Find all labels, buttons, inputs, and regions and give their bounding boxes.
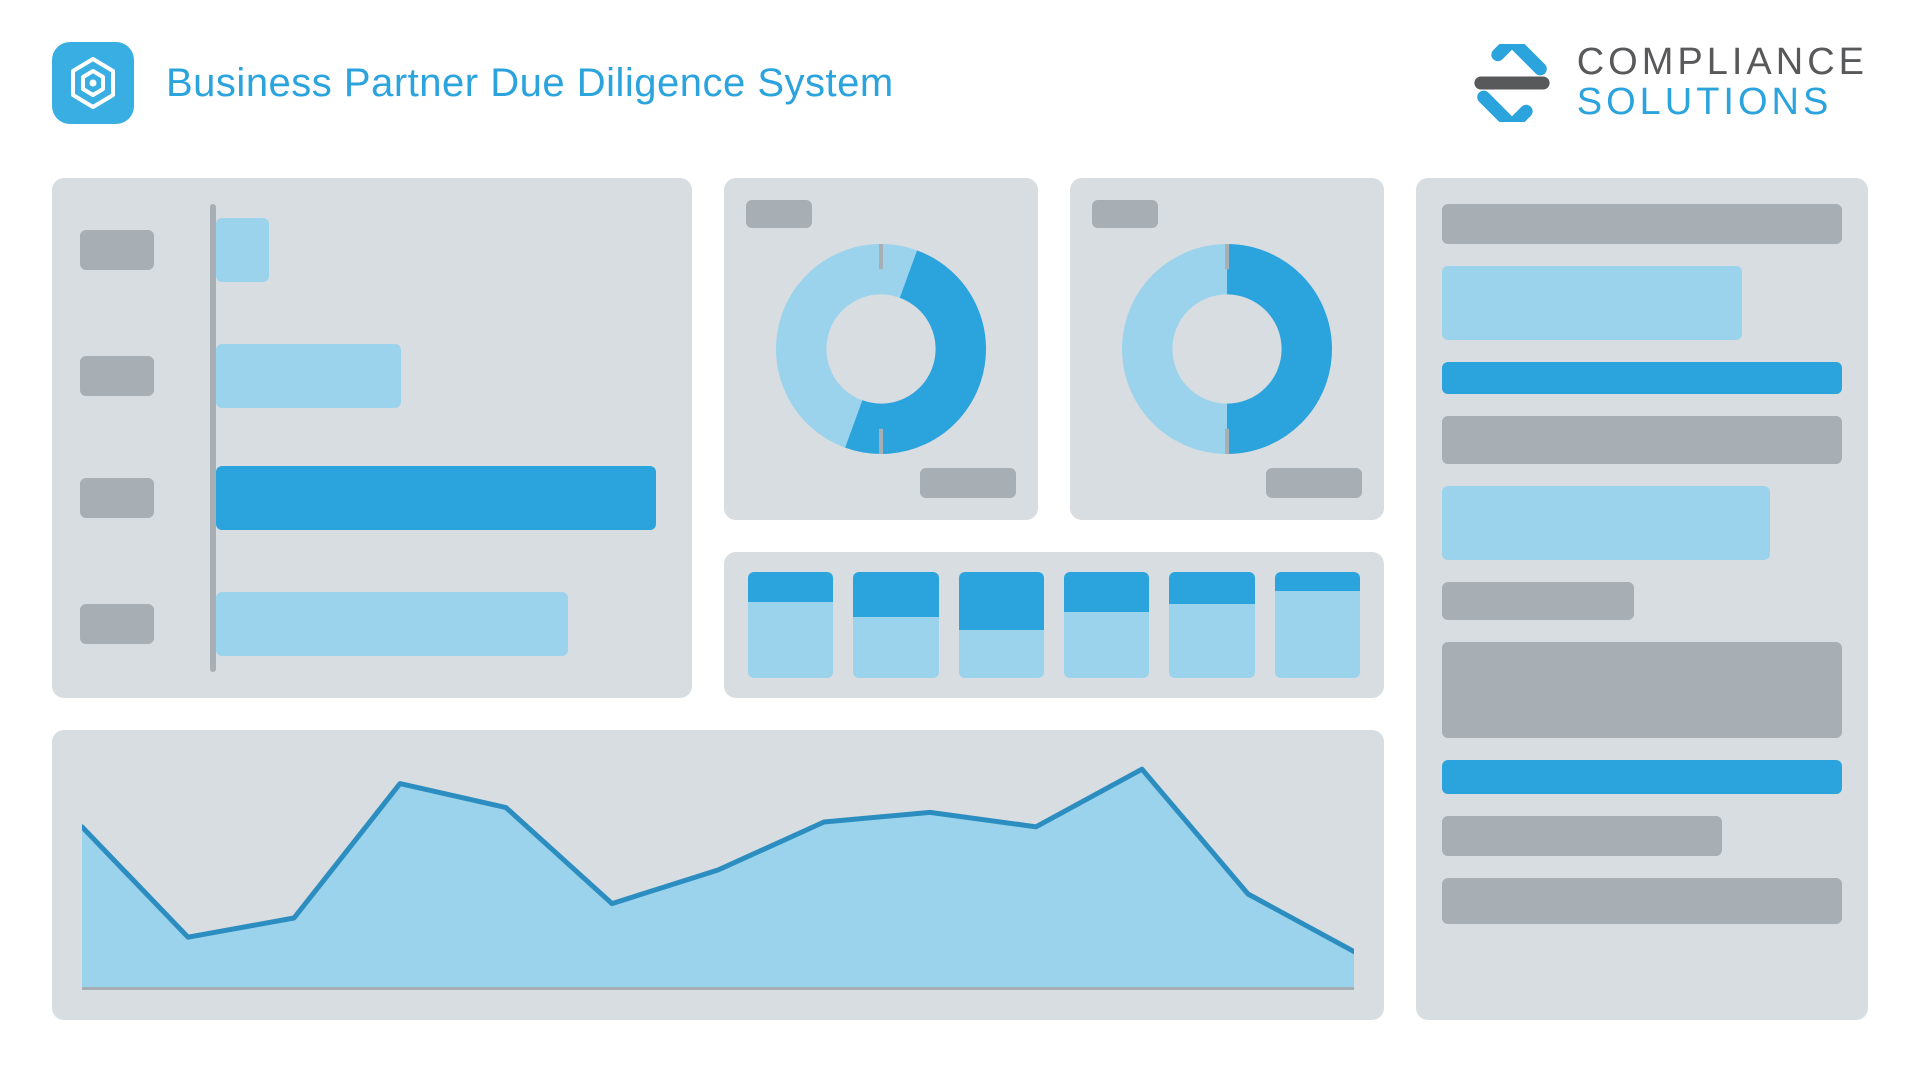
brand-line1: COMPLIANCE xyxy=(1577,43,1868,83)
bar-row xyxy=(80,344,664,408)
brand-text: COMPLIANCE SOLUTIONS xyxy=(1577,43,1868,123)
stacked-top-segment xyxy=(959,572,1044,630)
brand-logo: COMPLIANCE SOLUTIONS xyxy=(1465,43,1868,123)
bar-value xyxy=(216,466,656,530)
donut-chart-2 xyxy=(1122,244,1332,454)
sidebar-item xyxy=(1442,878,1842,924)
stacked-columns-panel xyxy=(724,552,1384,698)
stacked-top-segment xyxy=(1064,572,1149,612)
sidebar-item xyxy=(1442,816,1722,856)
stacked-column xyxy=(959,572,1044,678)
sidebar-item xyxy=(1442,642,1842,738)
bar-label xyxy=(80,604,154,644)
sidebar-item xyxy=(1442,416,1842,464)
area-chart-inner xyxy=(82,750,1354,990)
sidebar-item xyxy=(1442,486,1770,560)
stacked-column xyxy=(853,572,938,678)
stacked-bottom-segment xyxy=(1064,612,1149,678)
bar-value xyxy=(216,592,568,656)
app-icon xyxy=(52,42,134,124)
stacked-column xyxy=(1064,572,1149,678)
stacked-top-segment xyxy=(853,572,938,617)
bar-label xyxy=(80,356,154,396)
bar-label xyxy=(80,478,154,518)
sidebar-item xyxy=(1442,760,1842,794)
hexagon-icon xyxy=(65,55,121,111)
donut-chart-2-panel xyxy=(1070,178,1384,520)
donut-chart-1-panel xyxy=(724,178,1038,520)
bar-row xyxy=(80,218,664,282)
app-title: Business Partner Due Diligence System xyxy=(166,61,894,106)
stacked-column xyxy=(748,572,833,678)
stacked-top-segment xyxy=(1275,572,1360,591)
bar-row xyxy=(80,592,664,656)
sidebar-item xyxy=(1442,204,1842,244)
donut2-bottom-tag xyxy=(1266,468,1362,498)
header-left: Business Partner Due Diligence System xyxy=(52,42,894,124)
stacked-bottom-segment xyxy=(1169,604,1254,678)
area-chart-panel xyxy=(52,730,1384,1020)
bar-chart-panel xyxy=(52,178,692,698)
sidebar-item xyxy=(1442,582,1634,620)
bar-value xyxy=(216,344,401,408)
stacked-bottom-segment xyxy=(748,602,833,678)
donut-chart-1 xyxy=(776,244,986,454)
stacked-bottom-segment xyxy=(959,630,1044,678)
bar-value xyxy=(216,218,269,282)
donut1-top-tag xyxy=(746,200,812,228)
area-chart xyxy=(82,750,1354,990)
stacked-column xyxy=(1169,572,1254,678)
donut1-bottom-tag xyxy=(920,468,1016,498)
donut2-top-tag xyxy=(1092,200,1158,228)
header: Business Partner Due Diligence System CO… xyxy=(52,38,1868,128)
bar-label xyxy=(80,230,154,270)
dashboard-page: Business Partner Due Diligence System CO… xyxy=(0,0,1920,1080)
sidebar-item xyxy=(1442,362,1842,394)
stacked-top-segment xyxy=(1169,572,1254,604)
stacked-bottom-segment xyxy=(1275,591,1360,678)
stacked-bottom-segment xyxy=(853,617,938,678)
brand-line2: SOLUTIONS xyxy=(1577,83,1868,123)
brand-icon xyxy=(1465,44,1559,122)
bar-row xyxy=(80,466,664,530)
bar-chart-area xyxy=(80,204,664,672)
sidebar-panel xyxy=(1416,178,1868,1020)
sidebar-item xyxy=(1442,266,1742,340)
stacked-top-segment xyxy=(748,572,833,602)
stacked-column xyxy=(1275,572,1360,678)
